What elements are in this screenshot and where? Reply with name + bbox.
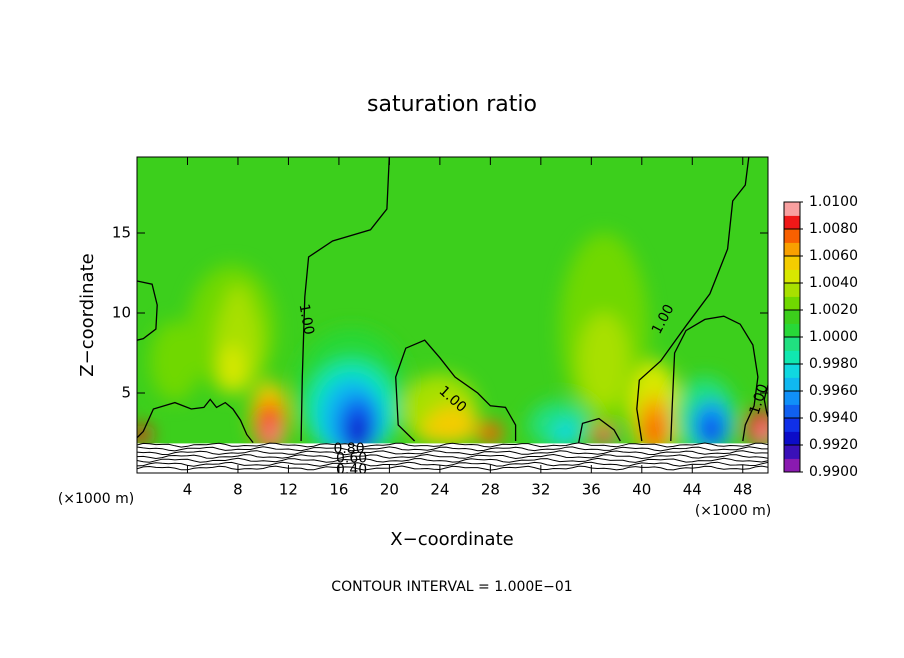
- x-tick-label: 8: [233, 481, 243, 499]
- colorbar-band: [784, 391, 800, 405]
- colorbar-band: [784, 283, 800, 297]
- contour-label: 0.80: [333, 441, 364, 457]
- colorbar-band: [784, 296, 800, 311]
- contour-line: [137, 450, 768, 456]
- x-tick-label: 32: [531, 481, 550, 499]
- y-tick-label: 10: [112, 304, 131, 322]
- y-axis-label: Z−coordinate: [77, 253, 98, 376]
- contour-line: [137, 453, 768, 460]
- colorbar-tick-label: 0.9980: [809, 356, 858, 372]
- colorbar-tick-label: 1.0000: [809, 329, 858, 345]
- field: 1.001.001.001.000.800.600.40: [137, 157, 768, 478]
- field-blob: [477, 421, 503, 445]
- colorbar-band: [784, 323, 800, 338]
- colorbar-tick-label: 1.0020: [809, 302, 858, 318]
- x-tick-label: 4: [183, 481, 193, 499]
- contour-label: 0.40: [336, 462, 367, 478]
- field-blob: [553, 420, 579, 446]
- field-blob: [603, 433, 617, 443]
- colorbar-band: [784, 364, 800, 378]
- x-tick-label: 28: [481, 481, 500, 499]
- colorbar-band: [784, 337, 800, 351]
- colorbar-tick-label: 0.9900: [809, 464, 858, 480]
- colorbar-band: [784, 418, 800, 432]
- colorbar-tick-label: 1.0060: [809, 248, 858, 264]
- field-blob: [219, 345, 245, 393]
- field-blob: [137, 425, 151, 445]
- contour-line: [395, 339, 517, 442]
- contour-line: [578, 417, 621, 443]
- colorbar-tick-label: 0.9920: [809, 437, 858, 453]
- plot-frame: [136, 156, 769, 474]
- colorbar-band: [784, 229, 800, 243]
- x-tick-label: 44: [683, 481, 702, 499]
- contour-line: [137, 442, 768, 448]
- contour-line: [137, 457, 768, 463]
- contour-interval-note: CONTOUR INTERVAL = 1.000E−01: [331, 579, 572, 595]
- colorbar-tick-label: 0.9960: [809, 383, 858, 399]
- colorbar-frame: [783, 201, 801, 473]
- contour-label: 1.00: [296, 303, 317, 336]
- colorbar-band: [784, 458, 800, 473]
- colorbar-tick-label: 1.0040: [809, 275, 858, 291]
- colorbar-tick-label: 1.0100: [809, 194, 858, 210]
- y-tick-label: 5: [121, 384, 131, 402]
- contour-line: [670, 315, 759, 442]
- colorbar-band: [784, 215, 800, 230]
- x-tick-label: 36: [582, 481, 601, 499]
- contour-line: [300, 157, 390, 442]
- y-tick-label: 15: [112, 224, 131, 242]
- field-blob: [427, 405, 478, 445]
- colorbar-band: [784, 310, 800, 324]
- contour-line: [137, 446, 768, 452]
- colorbar-band: [784, 377, 800, 392]
- x-tick-label: 48: [733, 481, 752, 499]
- contour-line: [763, 384, 768, 418]
- field-blob: [578, 313, 630, 409]
- colorbar-band: [784, 350, 800, 365]
- colorbar-band: [784, 202, 800, 216]
- x-axis-label: X−coordinate: [390, 529, 513, 550]
- contour-line: [636, 157, 750, 442]
- field-blob: [149, 321, 201, 401]
- colorbar-band: [784, 242, 800, 257]
- overlay: 4 8 12 16 20 24 28 32 36 40 44 48510150.99000.99200…: [112, 156, 858, 499]
- chart-title: saturation ratio: [367, 92, 537, 117]
- field-blob: [757, 423, 768, 443]
- colorbar-band: [784, 269, 800, 284]
- x-tick-label: 40: [632, 481, 651, 499]
- colorbar-band: [784, 445, 800, 459]
- contour-line: [137, 465, 768, 471]
- field-blob: [419, 423, 435, 443]
- contour-line: [137, 280, 158, 341]
- colorbar-tick-label: 0.9940: [809, 410, 858, 426]
- colorbar-tick-label: 1.0080: [809, 221, 858, 237]
- contour-label: 0.60: [336, 451, 367, 467]
- field-blob: [347, 415, 368, 448]
- x-tick-label: 24: [430, 481, 449, 499]
- field-blob: [701, 418, 722, 445]
- field-blobs: [137, 233, 768, 457]
- x-unit-label: (×1000 m): [695, 503, 771, 519]
- field-blob: [644, 415, 665, 448]
- x-tick-label: 16: [329, 481, 348, 499]
- x-tick-label: 20: [380, 481, 399, 499]
- colorbar-band: [784, 256, 800, 270]
- y-unit-label: (×1000 m): [58, 491, 134, 507]
- colorbar-band: [784, 404, 800, 419]
- contour-line: [137, 461, 768, 467]
- x-tick-label: 12: [279, 481, 298, 499]
- field-blob: [225, 285, 251, 325]
- contour-line: [137, 398, 254, 444]
- colorbar-band: [784, 431, 800, 446]
- field-blob: [266, 423, 278, 443]
